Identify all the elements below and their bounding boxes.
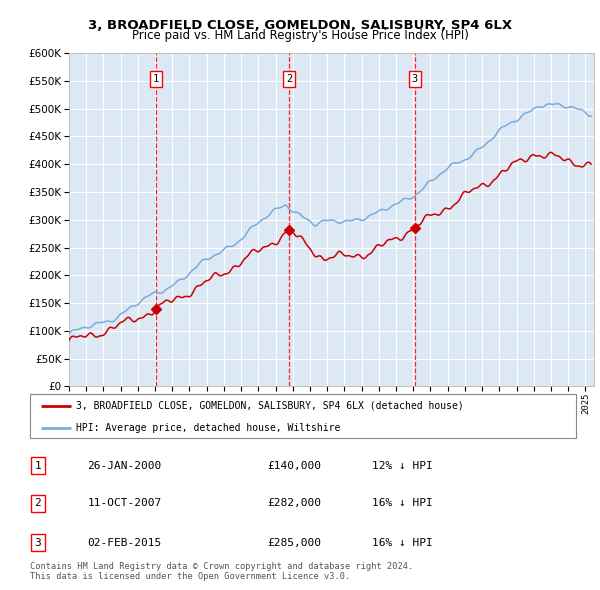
- Text: HPI: Average price, detached house, Wiltshire: HPI: Average price, detached house, Wilt…: [76, 423, 341, 433]
- FancyBboxPatch shape: [30, 394, 576, 438]
- Text: 11-OCT-2007: 11-OCT-2007: [88, 499, 162, 509]
- Text: £282,000: £282,000: [267, 499, 321, 509]
- Text: 3: 3: [412, 74, 418, 84]
- Text: Price paid vs. HM Land Registry's House Price Index (HPI): Price paid vs. HM Land Registry's House …: [131, 30, 469, 42]
- Text: 1: 1: [153, 74, 160, 84]
- Text: 16% ↓ HPI: 16% ↓ HPI: [372, 537, 433, 548]
- Text: Contains HM Land Registry data © Crown copyright and database right 2024.
This d: Contains HM Land Registry data © Crown c…: [30, 562, 413, 581]
- Text: £285,000: £285,000: [267, 537, 321, 548]
- Text: 12% ↓ HPI: 12% ↓ HPI: [372, 461, 433, 470]
- Text: £140,000: £140,000: [267, 461, 321, 470]
- Text: 2: 2: [286, 74, 292, 84]
- Text: 1: 1: [34, 461, 41, 470]
- Text: 26-JAN-2000: 26-JAN-2000: [88, 461, 162, 470]
- Text: 3, BROADFIELD CLOSE, GOMELDON, SALISBURY, SP4 6LX (detached house): 3, BROADFIELD CLOSE, GOMELDON, SALISBURY…: [76, 401, 464, 411]
- Text: 16% ↓ HPI: 16% ↓ HPI: [372, 499, 433, 509]
- Text: 3: 3: [34, 537, 41, 548]
- Text: 02-FEB-2015: 02-FEB-2015: [88, 537, 162, 548]
- Text: 3, BROADFIELD CLOSE, GOMELDON, SALISBURY, SP4 6LX: 3, BROADFIELD CLOSE, GOMELDON, SALISBURY…: [88, 19, 512, 32]
- Text: 2: 2: [34, 499, 41, 509]
